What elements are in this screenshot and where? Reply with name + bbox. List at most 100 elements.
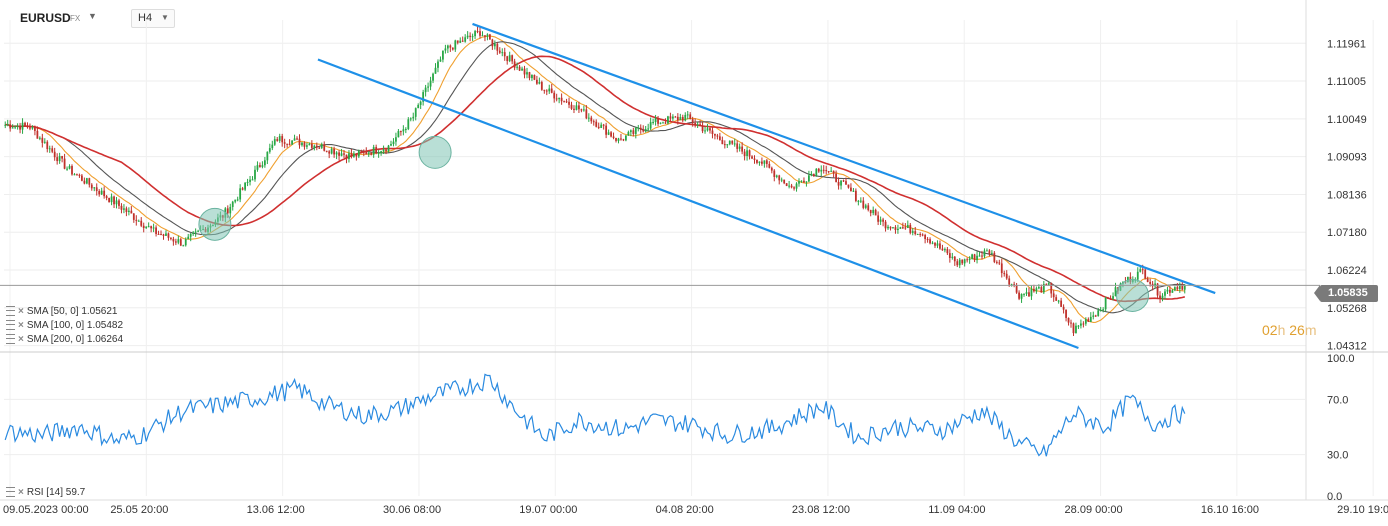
candle-body: [36, 130, 39, 139]
candle-body: [479, 31, 481, 36]
candle-body: [995, 261, 998, 263]
candle-body: [582, 109, 585, 111]
candle-body: [785, 183, 788, 186]
time-tick-label: 16.10 16:00: [1201, 504, 1259, 516]
candle-body: [241, 188, 244, 190]
candle-body: [958, 259, 961, 266]
candle-body: [439, 59, 442, 62]
sma50-value: 1.05621: [81, 306, 118, 317]
candle-body: [909, 224, 912, 233]
candle-body: [810, 173, 813, 176]
candle-body: [518, 66, 521, 71]
candle-body: [80, 175, 83, 181]
candle-body: [627, 132, 630, 136]
candle-body: [471, 36, 474, 38]
candle-body: [607, 132, 610, 135]
candle-body: [901, 227, 904, 229]
legend-settings-icon[interactable]: [6, 320, 15, 331]
candle-body: [288, 143, 291, 145]
candle-body: [1025, 292, 1028, 294]
candle-body: [632, 130, 635, 134]
time-tick-label: 30.06 08:00: [383, 504, 441, 516]
symbol-type: FX: [70, 14, 81, 23]
candle-body: [966, 259, 969, 261]
candle-body: [1082, 323, 1085, 325]
candle-body: [904, 227, 907, 229]
candle-body: [1092, 315, 1095, 317]
legend-remove-icon[interactable]: ×: [18, 306, 24, 317]
rsi-tick-label: 30.0: [1327, 450, 1348, 462]
candle-body: [854, 190, 857, 201]
candle-body: [320, 144, 323, 148]
candle-body: [597, 126, 600, 128]
candle-body: [580, 109, 583, 111]
candle-body: [1008, 278, 1011, 285]
candle-body: [125, 208, 128, 213]
candle-body: [162, 234, 165, 236]
candle-body: [506, 56, 509, 62]
candle-body: [1070, 322, 1072, 324]
rsi-tick-label: 70.0: [1327, 394, 1348, 406]
candle-body: [1015, 285, 1018, 293]
candle-body: [273, 139, 276, 145]
price-tick-label: 1.05268: [1327, 303, 1367, 315]
candle-body: [1018, 292, 1020, 299]
timeframe-selector[interactable]: H4 ▼: [131, 9, 175, 28]
candle-body: [615, 137, 617, 141]
legend-remove-icon[interactable]: ×: [18, 334, 24, 345]
candle-body: [61, 156, 64, 159]
candle-body: [1146, 278, 1149, 282]
symbol-dropdown-icon[interactable]: ▼: [88, 11, 97, 21]
candle-body: [29, 127, 31, 129]
candle-body: [1010, 284, 1013, 286]
highlight-circle: [418, 135, 452, 169]
candle-body: [669, 116, 672, 119]
candle-body: [434, 67, 437, 74]
candle-body: [1005, 273, 1008, 279]
candle-body: [350, 153, 353, 157]
legend-settings-icon[interactable]: [6, 487, 15, 498]
candle-body: [281, 136, 284, 143]
candle-body: [246, 181, 249, 183]
candle-body: [1173, 287, 1176, 291]
candle-body: [1159, 295, 1161, 299]
symbol-name[interactable]: EURUSD: [20, 11, 71, 25]
candle-body: [333, 148, 336, 155]
candle-body: [778, 175, 781, 181]
candle-body: [1042, 284, 1045, 293]
candle-body: [38, 137, 41, 139]
candle-body: [397, 131, 400, 138]
candle-body: [46, 141, 49, 150]
candle-body: [822, 169, 825, 171]
legend-settings-icon[interactable]: [6, 306, 15, 317]
candle-body: [256, 165, 259, 170]
candle-body: [150, 226, 153, 229]
price-tick-label: 1.07180: [1327, 227, 1367, 239]
candle-body: [978, 255, 981, 257]
candle-body: [437, 61, 439, 68]
candle-body: [595, 121, 598, 127]
candle-body: [432, 73, 434, 81]
legend-settings-icon[interactable]: [6, 334, 15, 345]
candle-body: [402, 129, 405, 132]
candle-body: [805, 181, 808, 183]
candle-body: [892, 227, 894, 229]
sma200-label: SMA [200, 0]: [26, 334, 85, 345]
candle-body: [145, 226, 148, 228]
candle-body: [605, 125, 608, 135]
candle-body: [1037, 287, 1040, 289]
candle-body: [652, 121, 655, 123]
candle-body: [773, 170, 776, 177]
candle-body: [753, 158, 756, 160]
candle-body: [919, 234, 922, 236]
candle-body: [689, 114, 692, 120]
candle-body: [956, 261, 959, 266]
legend-remove-icon[interactable]: ×: [18, 320, 24, 331]
candle-body: [770, 167, 773, 171]
sma100-value: 1.05482: [86, 320, 124, 331]
candle-body: [706, 128, 709, 131]
legend-remove-icon[interactable]: ×: [18, 487, 24, 498]
candle-body: [26, 125, 29, 128]
candle-body: [1139, 269, 1142, 272]
